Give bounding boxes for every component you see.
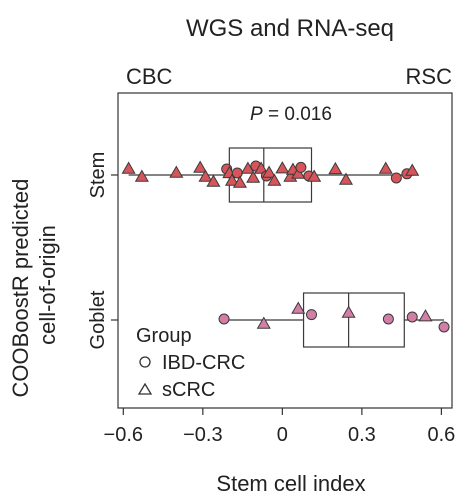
legend-circle-icon <box>139 356 151 368</box>
goblet-point-circle-5 <box>382 313 394 325</box>
stem-point-triangle-14 <box>254 161 269 174</box>
stem-point-triangle-10 <box>232 175 247 188</box>
y-axis-label: COOBoostR predicted cell-of-origin <box>8 173 60 398</box>
chart-title: WGS and RNA-seq <box>186 15 394 42</box>
goblet-box <box>302 292 405 348</box>
stem-point-triangle-30 <box>405 163 420 176</box>
stem-point-triangle-25 <box>328 161 343 175</box>
x-tick-label-2: 0 <box>277 424 288 446</box>
stem-point-triangle-27 <box>378 161 393 174</box>
legend-title: Group <box>136 325 192 347</box>
x-tick-label-1: −0.3 <box>183 424 222 446</box>
plot-frame <box>117 92 453 409</box>
goblet-y-tick-label: Goblet <box>87 290 109 349</box>
stem-point-circle-22 <box>295 161 307 173</box>
goblet-point-circle-8 <box>438 321 450 333</box>
x-tick-label-0: −0.6 <box>104 424 143 446</box>
x-tick-label-4: 0.6 <box>427 424 455 446</box>
stem-point-triangle-2 <box>169 165 184 178</box>
y-axis-label-line-2: cell-of-origin <box>35 225 60 345</box>
legend-triangle-icon <box>137 382 153 395</box>
stem-point-circle-9 <box>231 167 243 179</box>
p-value-text: = 0.016 <box>263 104 332 125</box>
legend-entry-ibd-crc: IBD-CRC <box>162 352 245 374</box>
goblet-point-triangle-2 <box>291 301 306 314</box>
legend: Group IBD-CRC sCRC <box>136 325 245 401</box>
y-axis: Stem Goblet <box>87 152 118 349</box>
goblet-point-circle-0 <box>218 313 230 325</box>
stem-point-triangle-8 <box>224 173 240 186</box>
stem-point-triangle-3 <box>193 160 208 173</box>
data-points <box>121 160 450 333</box>
p-symbol: P <box>250 104 263 125</box>
stem-y-tick-label: Stem <box>87 152 109 199</box>
goblet-point-circle-3 <box>306 309 318 321</box>
x-axis: −0.6 −0.3 0 0.3 0.6 <box>104 408 455 446</box>
left-corner-label: CBC <box>126 64 173 89</box>
legend-entry-scrc: sCRC <box>162 379 215 401</box>
goblet-point-circle-6 <box>406 311 418 323</box>
x-tick-label-3: 0.3 <box>348 424 376 446</box>
goblet-point-triangle-7 <box>418 309 433 322</box>
goblet-point-triangle-1 <box>256 316 271 329</box>
stem-point-triangle-12 <box>246 170 261 183</box>
stem-point-triangle-24 <box>307 169 322 182</box>
y-axis-label-line-1: COOBoostR predicted <box>8 179 33 398</box>
x-axis-label: Stem cell index <box>216 471 365 496</box>
stem-point-triangle-17 <box>267 173 282 186</box>
goblet-point-triangle-4 <box>341 305 356 318</box>
stem-point-triangle-1 <box>134 169 149 182</box>
stem-point-triangle-4 <box>198 169 213 182</box>
stem-point-circle-28 <box>390 172 402 184</box>
stem-point-triangle-16 <box>262 165 277 178</box>
stem-point-triangle-26 <box>338 172 354 185</box>
right-corner-label: RSC <box>406 64 453 89</box>
stem-point-triangle-0 <box>121 161 136 174</box>
stem-point-triangle-18 <box>275 161 290 174</box>
stem-point-triangle-5 <box>206 174 221 187</box>
p-value-annotation: P = 0.016 <box>250 104 332 125</box>
